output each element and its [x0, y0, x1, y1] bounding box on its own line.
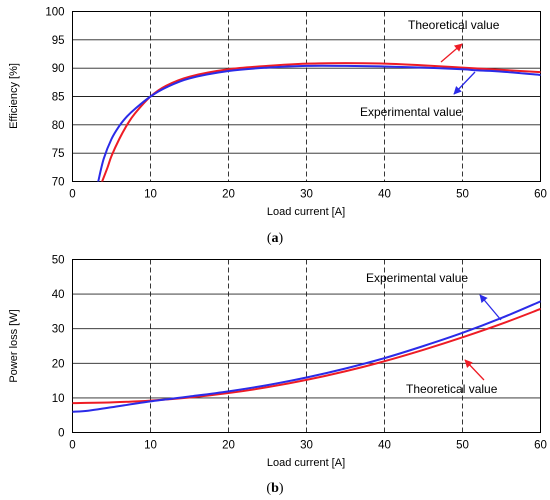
- power-loss-xtick-labels: 0 10 20 30 40 50 60: [69, 440, 547, 452]
- efficiency-series-theoretical-line: [101, 62, 541, 182]
- power-loss-xtick-label: 30: [300, 440, 313, 452]
- arrow-experimental-a: [453, 71, 476, 95]
- power-loss-ylabel: Power loss [W]: [8, 309, 20, 382]
- efficiency-chart: Theoretical value Experimental value 0 10…: [8, 7, 547, 247]
- power-loss-ytick-label: 10: [52, 393, 65, 405]
- annotation-theoretical-b: Theoretical value: [406, 382, 498, 396]
- efficiency-annotations: Theoretical value Experimental value: [360, 18, 500, 119]
- power-loss-chart: Experimental value Theoretical value 0 10…: [8, 255, 547, 497]
- annotation-experimental-b: Experimental value: [366, 271, 468, 285]
- efficiency-series-experimental-line: [97, 64, 541, 182]
- efficiency-xlabel: Load current [A]: [267, 206, 345, 218]
- efficiency-grid: [72, 11, 541, 182]
- power-loss-xtick-label: 60: [534, 440, 547, 452]
- efficiency-series: [97, 62, 541, 182]
- efficiency-xtick-label: 30: [300, 189, 313, 201]
- efficiency-ytick-label: 95: [52, 35, 65, 47]
- power-loss-ytick-label: 50: [52, 255, 65, 267]
- power-loss-ytick-label: 20: [52, 358, 65, 370]
- arrow-experimental-b: [479, 294, 502, 321]
- efficiency-ytick-label: 75: [52, 148, 65, 160]
- efficiency-xtick-labels: 0 10 20 30 40 50 60: [69, 189, 547, 201]
- annotation-experimental-a: Experimental value: [360, 105, 462, 119]
- efficiency-xtick-label: 10: [144, 189, 157, 201]
- power-loss-xtick-label: 50: [456, 440, 469, 452]
- efficiency-ytick-label: 70: [52, 177, 65, 189]
- power-loss-ytick-label: 30: [52, 324, 65, 336]
- power-loss-xtick-label: 10: [144, 440, 157, 452]
- efficiency-xtick-label: 60: [534, 189, 547, 201]
- efficiency-ytick-labels: 70 75 80 85 90 95 100: [45, 7, 64, 189]
- annotation-theoretical-a: Theoretical value: [408, 18, 500, 32]
- power-loss-series-experimental-line: [72, 300, 541, 413]
- caption-a: (a): [267, 231, 284, 246]
- power-loss-xtick-label: 20: [222, 440, 235, 452]
- efficiency-ytick-label: 85: [52, 92, 65, 104]
- power-loss-xtick-label: 40: [378, 440, 391, 452]
- power-loss-annotations: Experimental value Theoretical value: [366, 271, 502, 396]
- efficiency-ytick-label: 100: [45, 7, 64, 19]
- power-loss-grid: [72, 259, 541, 433]
- caption-b: (b): [266, 481, 283, 496]
- power-loss-ytick-label: 0: [58, 428, 64, 440]
- arrow-theoretical-a: [440, 43, 463, 63]
- power-loss-xtick-label: 0: [69, 440, 75, 452]
- power-loss-ytick-labels: 0 10 20 30 40 50: [52, 255, 65, 440]
- arrow-theoretical-b: [464, 359, 485, 381]
- efficiency-ytick-label: 80: [52, 120, 65, 132]
- power-loss-ytick-label: 40: [52, 289, 65, 301]
- power-loss-xlabel: Load current [A]: [267, 457, 345, 469]
- efficiency-xtick-label: 20: [222, 189, 235, 201]
- power-loss-series: [72, 300, 541, 413]
- efficiency-xtick-label: 50: [456, 189, 469, 201]
- efficiency-ytick-label: 90: [52, 63, 65, 75]
- power-loss-plot-frame: [72, 259, 541, 433]
- efficiency-xtick-label: 40: [378, 189, 391, 201]
- efficiency-ylabel: Efficiency [%]: [8, 63, 20, 129]
- efficiency-plot-frame: [72, 11, 541, 182]
- efficiency-xtick-label: 0: [69, 189, 75, 201]
